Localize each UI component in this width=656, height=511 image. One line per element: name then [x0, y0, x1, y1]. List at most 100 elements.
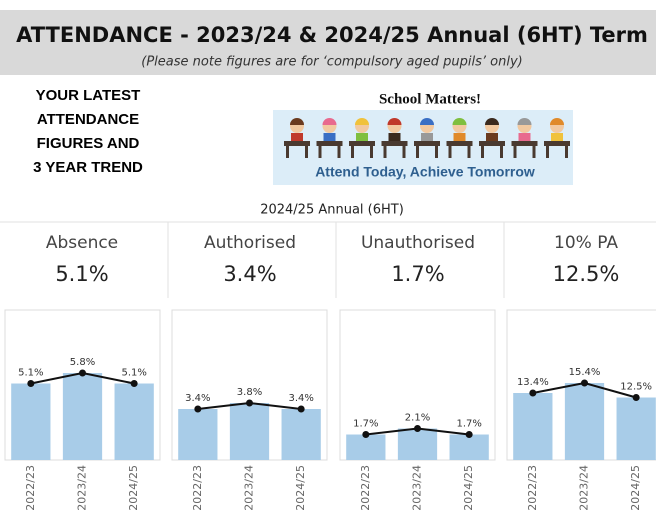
desk-leg: [318, 146, 322, 158]
kid-hair: [290, 118, 304, 125]
bar: [564, 383, 605, 460]
desk: [316, 141, 343, 146]
banner-illustration: [284, 118, 570, 158]
kpi-value: 3.4%: [223, 262, 276, 286]
kid-hair: [420, 118, 434, 125]
kpi-label: Absence: [46, 233, 118, 253]
kid-body: [421, 133, 433, 141]
x-tick-label: 2023/24: [578, 465, 591, 511]
desk: [479, 141, 505, 146]
point: [130, 380, 138, 387]
point: [194, 405, 202, 413]
value-label: 2.1%: [405, 413, 430, 424]
kpi-value: 5.1%: [55, 262, 108, 286]
kid-body: [388, 133, 401, 141]
kid-hair: [387, 118, 402, 125]
point: [246, 399, 253, 407]
desk-leg: [513, 146, 517, 158]
kid-hair: [355, 118, 369, 125]
kid-body: [518, 133, 531, 141]
desk-leg: [467, 146, 471, 158]
point: [79, 369, 86, 377]
desk-leg: [435, 146, 438, 158]
kid-body: [323, 133, 336, 141]
desk-leg: [286, 146, 289, 158]
x-tick-label: 2022/23: [24, 465, 37, 511]
value-label: 3.8%: [237, 387, 262, 398]
desk-leg: [351, 146, 354, 158]
kid-hair: [550, 118, 564, 125]
bar: [346, 434, 386, 460]
kid-hair: [322, 118, 337, 125]
value-label: 1.7%: [353, 419, 378, 430]
value-label: 12.5%: [620, 382, 652, 393]
bar: [178, 409, 218, 460]
x-tick-label: 2024/25: [629, 465, 642, 511]
x-tick-label: 2022/23: [526, 465, 539, 511]
bar: [513, 393, 553, 460]
point: [581, 379, 588, 387]
desk-leg: [370, 146, 373, 158]
x-tick-label: 2022/23: [191, 465, 204, 511]
value-label: 5.8%: [70, 357, 95, 368]
desk-leg: [565, 146, 568, 158]
desk: [284, 141, 310, 146]
desk-leg: [383, 146, 387, 158]
value-label: 3.4%: [288, 393, 313, 404]
intro-line: ATTENDANCE: [37, 111, 139, 128]
x-tick-label: 2024/25: [462, 465, 475, 511]
kpi-value: 12.5%: [553, 262, 620, 286]
point: [297, 405, 305, 413]
point: [632, 394, 640, 401]
kid-body: [453, 133, 466, 141]
point: [465, 431, 473, 438]
desk-leg: [546, 146, 549, 158]
desk-leg: [532, 146, 536, 158]
x-tick-label: 2023/24: [243, 465, 256, 511]
x-tick-label: 2023/24: [411, 465, 424, 511]
kpi-label: Unauthorised: [361, 233, 475, 253]
value-label: 15.4%: [569, 367, 601, 378]
kid-hair: [517, 118, 532, 125]
bar: [11, 383, 51, 460]
kid-body: [551, 133, 563, 141]
bar: [114, 383, 154, 460]
point: [362, 431, 370, 438]
banner-slogan: Attend Today, Achieve Tomorrow: [315, 164, 535, 180]
kpi-value: 1.7%: [391, 262, 444, 286]
desk-leg: [416, 146, 419, 158]
bar: [229, 403, 270, 460]
kpi-label: 10% PA: [554, 233, 618, 253]
value-label: 13.4%: [517, 377, 549, 388]
bar: [281, 409, 321, 460]
x-tick-label: 2024/25: [294, 465, 307, 511]
value-label: 5.1%: [121, 368, 146, 379]
value-label: 1.7%: [456, 419, 481, 430]
value-label: 5.1%: [18, 368, 43, 379]
desk-leg: [481, 146, 484, 158]
desk-leg: [448, 146, 452, 158]
x-tick-label: 2023/24: [76, 465, 89, 511]
title: ATTENDANCE - 2023/24 & 2024/25 Annual (6…: [16, 23, 648, 47]
desk: [381, 141, 408, 146]
kid-body: [356, 133, 368, 141]
intro-line: FIGURES AND: [37, 135, 140, 152]
desk: [349, 141, 375, 146]
desk: [511, 141, 538, 146]
kid-hair: [452, 118, 467, 125]
point: [414, 425, 421, 432]
desk: [414, 141, 440, 146]
bar: [449, 434, 489, 460]
header-bg: [0, 10, 656, 75]
point: [27, 380, 35, 387]
value-label: 3.4%: [185, 393, 210, 404]
intro-line: YOUR LATEST: [36, 87, 141, 104]
bar: [616, 397, 656, 460]
period-label: 2024/25 Annual (6HT): [260, 203, 404, 218]
desk-leg: [402, 146, 406, 158]
bar: [397, 428, 438, 460]
banner-title: School Matters!: [379, 91, 481, 107]
kpi-label: Authorised: [204, 233, 296, 253]
